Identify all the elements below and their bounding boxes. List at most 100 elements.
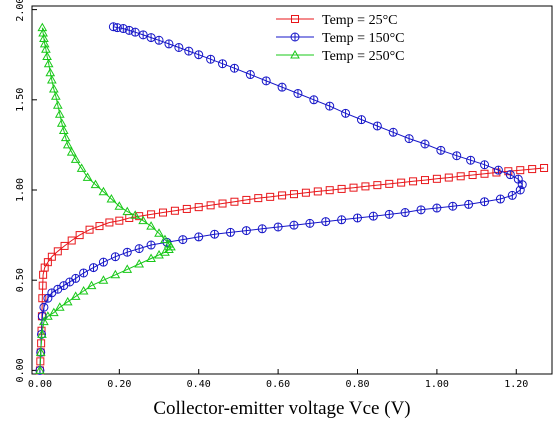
square-marker bbox=[444, 173, 453, 182]
circle-marker bbox=[420, 139, 430, 149]
circle-marker bbox=[108, 22, 118, 32]
circle-marker bbox=[432, 203, 442, 213]
series-circle bbox=[35, 22, 527, 375]
series-line bbox=[39, 167, 545, 371]
circle-marker bbox=[356, 115, 366, 125]
circle-marker bbox=[466, 155, 476, 165]
triangle-marker bbox=[160, 247, 170, 256]
circle-marker bbox=[71, 273, 81, 283]
triangle-marker bbox=[164, 239, 174, 248]
circle-marker bbox=[174, 42, 184, 52]
triangle-marker bbox=[35, 365, 45, 374]
triangle-marker bbox=[45, 67, 56, 77]
square-marker bbox=[337, 184, 346, 193]
circle-marker bbox=[507, 190, 517, 200]
triangle-marker bbox=[38, 28, 48, 37]
circle-marker bbox=[416, 205, 426, 215]
triangle-marker bbox=[41, 44, 51, 53]
circle-marker bbox=[164, 39, 174, 49]
square-marker bbox=[480, 169, 489, 178]
triangle-marker bbox=[154, 228, 164, 237]
square-marker bbox=[385, 179, 394, 188]
circle-marker bbox=[448, 201, 458, 211]
triangle-marker bbox=[130, 210, 141, 219]
square-marker bbox=[516, 166, 525, 175]
legend-label: Temp = 150°C bbox=[322, 31, 405, 46]
circle-marker bbox=[480, 160, 490, 170]
triangle-marker bbox=[35, 347, 46, 356]
triangle-marker bbox=[48, 83, 59, 93]
circle-marker bbox=[337, 215, 347, 225]
square-marker bbox=[182, 204, 191, 213]
circle-marker bbox=[138, 30, 148, 40]
x-axis-label: Collector-emitter voltage Vce (V) bbox=[153, 398, 410, 419]
triangle-marker bbox=[70, 291, 81, 300]
triangle-marker bbox=[52, 100, 63, 109]
triangle-marker bbox=[90, 179, 101, 189]
circle-marker bbox=[515, 185, 525, 195]
circle-marker bbox=[118, 24, 128, 34]
square-marker bbox=[373, 181, 382, 190]
square-marker bbox=[60, 241, 69, 250]
circle-marker bbox=[110, 252, 120, 262]
circle-marker bbox=[241, 226, 251, 236]
circle-marker bbox=[124, 25, 134, 35]
axes: 0.00 0.20 0.40 0.60 0.80 1.00 1.20 0.00 0.50 1.00… bbox=[15, 0, 528, 390]
circle-marker bbox=[400, 208, 410, 218]
circle-marker bbox=[464, 199, 474, 209]
triangle-marker bbox=[146, 253, 156, 263]
square-marker bbox=[230, 197, 239, 206]
square-marker bbox=[194, 203, 203, 212]
triangle-marker bbox=[37, 329, 47, 338]
circle-marker bbox=[452, 151, 462, 161]
square-marker bbox=[325, 186, 334, 195]
square-marker bbox=[47, 252, 56, 261]
circle-marker bbox=[210, 229, 220, 239]
triangle-marker bbox=[48, 307, 59, 317]
circle-marker bbox=[194, 50, 204, 60]
triangle-marker bbox=[76, 163, 87, 172]
triangle-marker bbox=[70, 154, 81, 163]
square-marker bbox=[313, 187, 322, 196]
triangle-marker bbox=[290, 49, 300, 59]
square-marker bbox=[397, 178, 406, 187]
square-marker bbox=[242, 195, 251, 204]
circle-marker bbox=[194, 232, 204, 242]
circle-marker bbox=[130, 27, 140, 37]
square-marker bbox=[456, 172, 465, 181]
circle-marker bbox=[404, 134, 414, 144]
square-marker bbox=[420, 176, 429, 185]
y-tick-label: 0.50 bbox=[15, 268, 26, 292]
circle-marker bbox=[229, 63, 239, 73]
circle-marker bbox=[39, 302, 49, 312]
circle-marker bbox=[79, 268, 89, 278]
x-tick-label: 0.20 bbox=[107, 379, 131, 390]
triangle-marker bbox=[39, 316, 49, 326]
square-marker bbox=[75, 231, 84, 240]
circle-marker bbox=[134, 244, 144, 254]
square-marker bbox=[53, 247, 62, 256]
circle-marker bbox=[480, 197, 490, 207]
square-marker bbox=[38, 281, 47, 290]
triangle-marker bbox=[50, 91, 61, 100]
circle-marker bbox=[273, 222, 283, 232]
circle-marker bbox=[184, 46, 194, 56]
square-marker bbox=[115, 216, 124, 225]
circle-marker bbox=[325, 101, 335, 111]
legend: Temp = 25°C Temp = 150°C Temp = 250°C bbox=[276, 13, 405, 64]
circle-marker bbox=[352, 213, 362, 223]
triangle-marker bbox=[66, 147, 77, 156]
circle-marker bbox=[372, 121, 382, 131]
circle-marker bbox=[206, 54, 216, 64]
circle-marker bbox=[178, 235, 188, 245]
circle-marker bbox=[98, 257, 108, 267]
square-marker bbox=[158, 208, 167, 217]
x-tick-label: 0.60 bbox=[266, 379, 290, 390]
triangle-marker bbox=[39, 38, 50, 48]
square-marker bbox=[432, 174, 441, 183]
square-marker bbox=[206, 201, 215, 210]
square-marker bbox=[218, 199, 227, 208]
circle-marker bbox=[309, 95, 319, 105]
square-marker bbox=[409, 177, 418, 186]
